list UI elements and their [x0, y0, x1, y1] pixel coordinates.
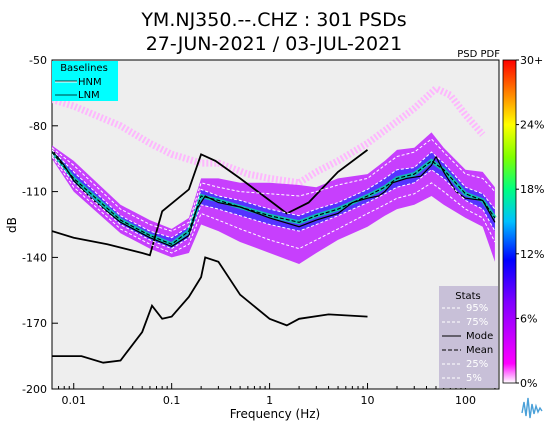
- y-tick-label: -170: [22, 317, 47, 330]
- p75-legend-label: 75%: [466, 317, 488, 328]
- lnm-legend-label: LNM: [78, 90, 100, 101]
- series-lnm-line: [52, 256, 368, 364]
- colorbar-ticks: 0% 6% 12% 18% 24% 30+: [516, 54, 544, 390]
- x-tick-label: 0.1: [163, 394, 181, 407]
- colorbar: 0% 6% 12% 18% 24% 30+: [502, 54, 544, 390]
- chart-title-line-1: YM.NJ350.--.CHZ : 301 PSDs: [140, 9, 406, 31]
- mode-legend-label: Mode: [466, 331, 493, 342]
- series-75pct-line: [52, 149, 496, 239]
- x-axis-label: Frequency (Hz): [230, 407, 321, 421]
- series-mode-line: [52, 149, 496, 248]
- x-tick-label: 1: [266, 394, 273, 407]
- waveform-logo-icon: [521, 397, 543, 419]
- chart-title-line-2: 27-JUN-2021 / 03-JUL-2021: [146, 33, 403, 55]
- y-tick-label: -200: [22, 383, 47, 396]
- colorbar-tick-label: 12%: [520, 248, 544, 261]
- colorbar-scale: [502, 59, 517, 384]
- psd-density-outer: [52, 132, 495, 264]
- series-5pct-line: [52, 156, 496, 254]
- series-95pct-line: [52, 138, 496, 232]
- colorbar-tick-label: 0%: [520, 377, 537, 390]
- data-layer: [52, 84, 497, 364]
- stats-legend-title: Stats: [455, 291, 481, 302]
- p95-legend-label: 95%: [466, 303, 488, 314]
- colorbar-tick-label: 6%: [520, 312, 537, 325]
- p5-legend-label: 5%: [466, 373, 482, 384]
- series-hnm-line: [52, 149, 369, 257]
- colorbar-tick-label: 30+: [520, 54, 543, 67]
- y-tick-label: -140: [22, 251, 47, 264]
- baselines-legend-title: Baselines: [60, 63, 108, 74]
- axes-layer: 0.01 0.1 1 10 100 -50 -80 -110 -140 -170 -200: [22, 54, 496, 407]
- x-tick-label: 10: [361, 394, 375, 407]
- psd-pdf-label: PSD PDF: [457, 49, 500, 60]
- baselines-legend: Baselines HNM LNM: [52, 61, 118, 101]
- series-25pct-line: [52, 153, 496, 250]
- colorbar-tick-label: 18%: [520, 183, 544, 196]
- colorbar-tick-label: 24%: [520, 119, 544, 132]
- hnm-legend-label: HNM: [78, 77, 102, 88]
- x-tick-label: 0.01: [61, 394, 86, 407]
- series-mean-line: [52, 151, 496, 245]
- y-tick-label: -80: [29, 120, 47, 133]
- p25-legend-label: 25%: [466, 359, 488, 370]
- mean-legend-label: Mean: [466, 345, 493, 356]
- x-tick-label: 100: [455, 394, 476, 407]
- stats-legend: Stats 95% 75% Mode Mean 25% 5%: [439, 286, 498, 388]
- stats-legend-box: [439, 286, 498, 388]
- y-axis-label: dB: [5, 217, 19, 233]
- y-tick-label: -110: [22, 186, 47, 199]
- y-tick-label: -50: [29, 54, 47, 67]
